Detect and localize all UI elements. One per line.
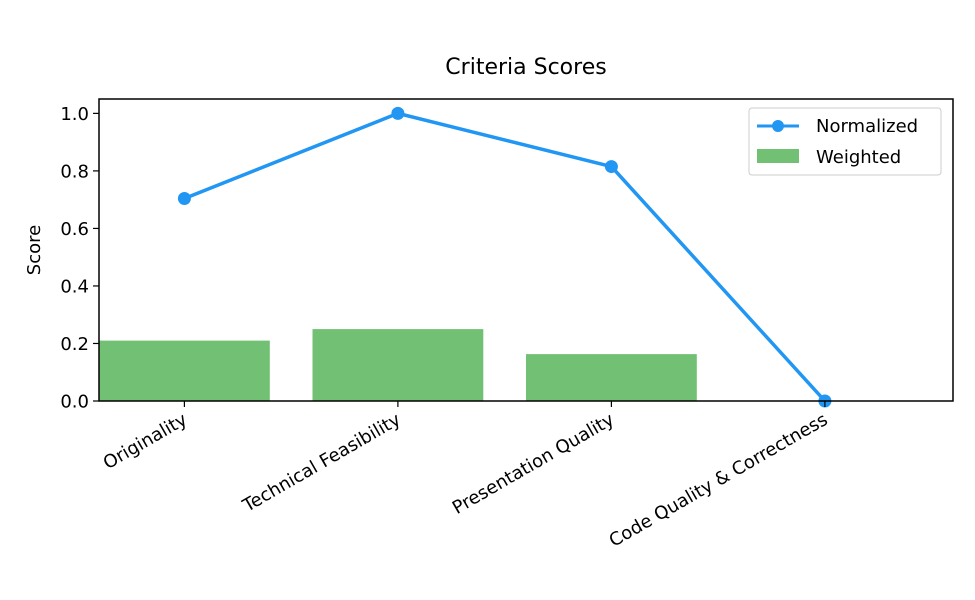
legend-entry-normalized: Normalized: [757, 116, 918, 137]
plot-frame: [98, 98, 954, 402]
y-tick-label: 0.4: [60, 276, 89, 297]
line-layer: [177, 106, 832, 408]
legend-label-normalized: Normalized: [816, 116, 918, 137]
legend: Normalized Weighted: [748, 107, 942, 176]
y-tick-label: 0.8: [60, 161, 89, 182]
bar-presentation-quality: [526, 354, 697, 401]
x-tick-label-presentation-quality: Presentation Quality: [449, 409, 618, 519]
point-originality: [177, 192, 191, 206]
legend-entry-weighted: Weighted: [757, 147, 901, 168]
y-tick-label: 1.0: [60, 104, 89, 125]
x-axis: Originality Technical Feasibility Presenta…: [100, 401, 832, 552]
bar-originality: [99, 340, 270, 401]
y-tick-label: 0.6: [60, 219, 89, 240]
legend-label-weighted: Weighted: [816, 147, 901, 168]
x-tick-label-code-quality-and-correctness: Code Quality & Correctness: [606, 409, 832, 551]
normalized-line: [183, 111, 827, 403]
x-tick-label-originality: Originality: [100, 409, 191, 474]
bars-layer: [99, 329, 697, 401]
y-tick-label: 0.0: [60, 392, 89, 413]
y-tick-label: 0.2: [60, 334, 89, 355]
x-tick-label-technical-feasibility: Technical Feasibility: [239, 409, 405, 517]
legend-marker-swatch: [772, 120, 784, 132]
legend-bar-swatch: [757, 149, 799, 163]
y-axis: 0.0 0.2 0.4 0.6 0.8 1.0: [60, 104, 99, 413]
point-presentation-quality: [604, 160, 618, 174]
y-axis-label: Score: [24, 225, 45, 275]
chart-title: Criteria Scores: [445, 55, 606, 80]
bar-technical-feasibility: [312, 329, 484, 401]
point-technical-feasibility: [391, 106, 405, 120]
